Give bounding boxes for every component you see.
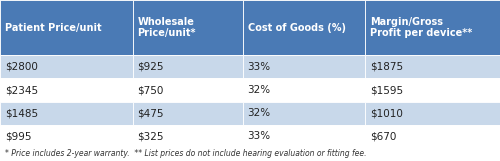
Bar bbox=[132, 0, 242, 55]
Text: $670: $670 bbox=[370, 131, 396, 141]
Bar bbox=[242, 55, 365, 78]
Bar bbox=[242, 102, 365, 125]
Bar bbox=[242, 125, 365, 148]
Text: Patient Price/unit: Patient Price/unit bbox=[5, 23, 102, 33]
Text: * Price includes 2-year warranty.  ** List prices do not include hearing evaluat: * Price includes 2-year warranty. ** Lis… bbox=[5, 149, 366, 158]
Text: $1875: $1875 bbox=[370, 62, 403, 72]
Text: $995: $995 bbox=[5, 131, 32, 141]
Bar bbox=[365, 0, 500, 55]
Bar bbox=[0, 55, 132, 78]
Text: $1595: $1595 bbox=[370, 85, 403, 95]
Text: 33%: 33% bbox=[248, 62, 270, 72]
Bar bbox=[365, 125, 500, 148]
Text: Wholesale
Price/unit*: Wholesale Price/unit* bbox=[138, 17, 196, 38]
Bar bbox=[365, 55, 500, 78]
Bar bbox=[365, 102, 500, 125]
Text: $2345: $2345 bbox=[5, 85, 38, 95]
Text: 33%: 33% bbox=[248, 131, 270, 141]
Bar bbox=[132, 125, 242, 148]
Bar bbox=[242, 78, 365, 102]
Text: $2800: $2800 bbox=[5, 62, 38, 72]
Text: $925: $925 bbox=[138, 62, 164, 72]
Text: 32%: 32% bbox=[248, 85, 270, 95]
Bar bbox=[132, 102, 242, 125]
Text: $1010: $1010 bbox=[370, 108, 403, 118]
Text: Cost of Goods (%): Cost of Goods (%) bbox=[248, 23, 346, 33]
Text: $750: $750 bbox=[138, 85, 164, 95]
Bar bbox=[0, 125, 132, 148]
Bar bbox=[365, 78, 500, 102]
Bar bbox=[0, 102, 132, 125]
Text: Margin/Gross
Profit per device**: Margin/Gross Profit per device** bbox=[370, 17, 472, 38]
Text: $325: $325 bbox=[138, 131, 164, 141]
Bar bbox=[132, 78, 242, 102]
Text: $475: $475 bbox=[138, 108, 164, 118]
Bar bbox=[242, 0, 365, 55]
Text: 32%: 32% bbox=[248, 108, 270, 118]
Text: $1485: $1485 bbox=[5, 108, 38, 118]
Bar bbox=[0, 0, 132, 55]
Bar bbox=[132, 55, 242, 78]
Bar bbox=[0, 78, 132, 102]
